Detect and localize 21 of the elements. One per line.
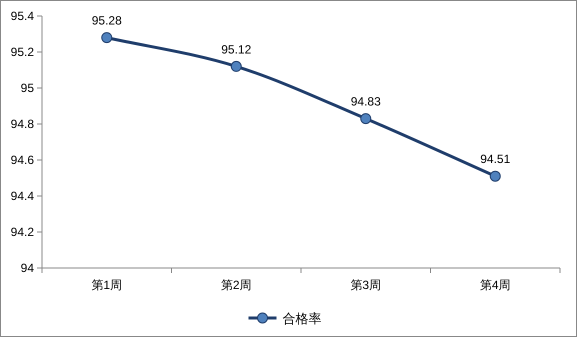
- y-tick-label: 94: [20, 261, 34, 275]
- point: [490, 170, 501, 182]
- point: [230, 60, 242, 72]
- data-label: 95.12: [221, 42, 252, 56]
- legend-label: 合格率: [282, 311, 322, 326]
- data-label: 94.83: [350, 94, 382, 109]
- point: [360, 113, 372, 124]
- point: [101, 32, 112, 44]
- y-tick-label: 95.2: [10, 45, 34, 59]
- y-tick-label: 94.8: [10, 117, 34, 131]
- x-tick-label: 第2周: [220, 278, 252, 292]
- x-tick-label: 第4周: [480, 278, 511, 292]
- x-tick-label: 第3周: [350, 278, 382, 292]
- y-tick-label: 95: [20, 81, 34, 95]
- y-tick-label: 94.6: [10, 153, 34, 167]
- y-tick-label: 95.4: [10, 9, 34, 23]
- x-tick-label: 第1周: [91, 278, 122, 292]
- data-label: 94.51: [480, 152, 511, 166]
- y-tick-label: 94.2: [10, 225, 34, 239]
- y-tick-label: 94.4: [10, 189, 34, 203]
- data-label: 95.28: [92, 14, 122, 28]
